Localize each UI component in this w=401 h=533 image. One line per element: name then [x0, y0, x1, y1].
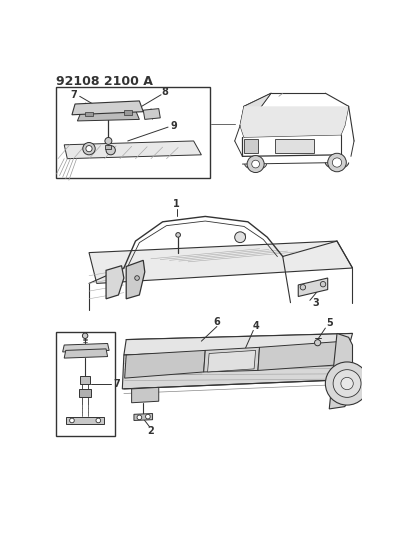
Circle shape — [137, 415, 141, 419]
Polygon shape — [124, 334, 352, 355]
Circle shape — [314, 340, 320, 346]
Polygon shape — [63, 343, 109, 352]
Polygon shape — [143, 109, 160, 119]
Polygon shape — [298, 278, 327, 296]
Polygon shape — [66, 417, 104, 424]
Polygon shape — [124, 110, 131, 115]
Polygon shape — [105, 145, 111, 149]
Circle shape — [69, 418, 74, 423]
Circle shape — [83, 142, 95, 155]
Polygon shape — [77, 110, 139, 121]
Polygon shape — [134, 414, 152, 421]
Polygon shape — [239, 93, 270, 126]
Circle shape — [175, 232, 180, 237]
Polygon shape — [89, 241, 352, 284]
Polygon shape — [79, 389, 91, 397]
Polygon shape — [126, 260, 144, 299]
Polygon shape — [274, 139, 313, 152]
Text: 2: 2 — [147, 426, 154, 436]
Text: 9: 9 — [170, 120, 177, 131]
Circle shape — [82, 333, 88, 338]
Circle shape — [320, 281, 325, 287]
Polygon shape — [203, 348, 259, 372]
Circle shape — [332, 158, 341, 167]
Bar — [56, 87, 209, 178]
Text: 7: 7 — [113, 378, 120, 389]
Circle shape — [86, 146, 92, 152]
Polygon shape — [328, 334, 352, 409]
Circle shape — [300, 285, 305, 290]
Polygon shape — [257, 341, 346, 370]
Text: 7: 7 — [70, 90, 77, 100]
Polygon shape — [80, 376, 89, 384]
Circle shape — [105, 138, 111, 144]
Circle shape — [251, 160, 259, 168]
Polygon shape — [243, 139, 257, 152]
Polygon shape — [85, 112, 93, 116]
Text: 5: 5 — [325, 318, 332, 328]
Polygon shape — [64, 141, 201, 159]
Polygon shape — [64, 349, 107, 358]
Polygon shape — [239, 106, 348, 137]
Text: 92108 2100 A: 92108 2100 A — [56, 75, 153, 88]
Text: 1: 1 — [173, 199, 180, 209]
Text: 8: 8 — [161, 87, 168, 98]
Polygon shape — [72, 101, 143, 115]
Circle shape — [327, 154, 345, 172]
Circle shape — [234, 232, 245, 243]
Text: 4: 4 — [251, 321, 258, 331]
Circle shape — [134, 276, 139, 280]
Polygon shape — [122, 348, 348, 389]
Polygon shape — [124, 350, 205, 378]
Text: 6: 6 — [213, 317, 220, 327]
Text: 0: 0 — [241, 233, 246, 239]
Bar — [56, 332, 115, 436]
Polygon shape — [131, 387, 158, 403]
Circle shape — [145, 414, 150, 419]
Text: 3: 3 — [311, 297, 318, 308]
Circle shape — [106, 146, 115, 155]
Polygon shape — [106, 265, 124, 299]
Circle shape — [324, 362, 368, 405]
Circle shape — [332, 370, 360, 398]
Circle shape — [96, 418, 100, 423]
Polygon shape — [207, 350, 255, 372]
Circle shape — [340, 377, 352, 390]
Circle shape — [247, 156, 263, 173]
